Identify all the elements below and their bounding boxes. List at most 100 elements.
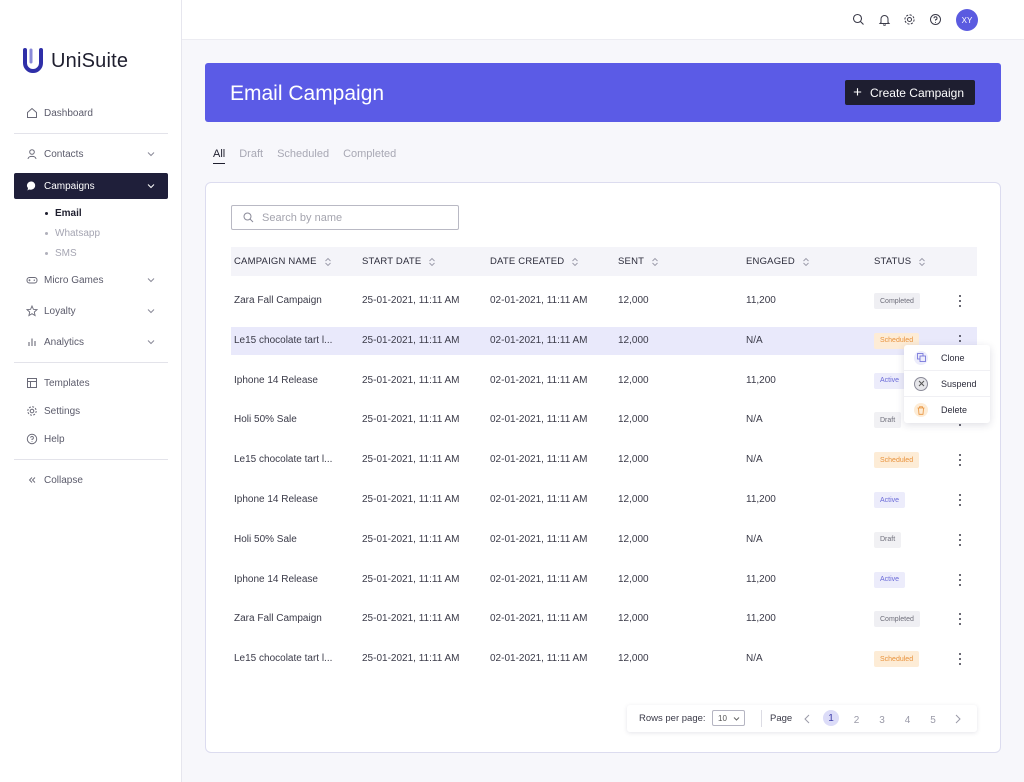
page-number-button[interactable]: 2: [853, 714, 860, 726]
table-row[interactable]: Le15 chocolate tart l... 25-01-2021, 11:1…: [231, 326, 977, 355]
column-header[interactable]: START DATE: [362, 256, 436, 267]
sidebar-item-contacts[interactable]: Contacts: [14, 141, 168, 167]
rows-per-page-label: Rows per page:: [639, 713, 706, 724]
chevron-down-icon: [147, 278, 155, 283]
menu-item-clone[interactable]: Clone: [904, 345, 990, 371]
chevron-left-icon[interactable]: [803, 714, 811, 724]
sort-icon[interactable]: [324, 257, 332, 267]
table-row[interactable]: Zara Fall Campaign 25-01-2021, 11:11 AM 02…: [231, 605, 977, 633]
sidebar-item-dashboard[interactable]: Dashboard: [14, 100, 168, 126]
sidebar-item-templates[interactable]: Templates: [14, 370, 168, 396]
page-header-banner: Email Campaign + Create Campaign: [205, 63, 1001, 122]
more-options-icon[interactable]: [954, 453, 966, 467]
table-row[interactable]: Le15 chocolate tart l... 25-01-2021, 11:1…: [231, 446, 977, 474]
sidebar-subitem-label: Email: [55, 207, 82, 219]
cell-name: Zara Fall Campaign: [234, 613, 322, 625]
column-header-label: START DATE: [362, 256, 422, 267]
sidebar-item-settings[interactable]: Settings: [14, 398, 168, 424]
more-options-icon[interactable]: [954, 652, 966, 666]
table-row[interactable]: Holi 50% Sale 25-01-2021, 11:11 AM 02-01-2…: [231, 406, 977, 434]
pagination: Rows per page: 10 Page 1 2 3 4 5: [627, 705, 977, 732]
sidebar-subitem-whatsapp[interactable]: Whatsapp: [14, 223, 168, 243]
cell-engaged: N/A: [746, 334, 763, 346]
gear-icon: [26, 405, 38, 417]
column-header[interactable]: STATUS: [874, 256, 926, 267]
sidebar-item-micro-games[interactable]: Micro Games: [14, 267, 168, 293]
cell-sent: 12,000: [618, 334, 649, 346]
column-header[interactable]: SENT: [618, 256, 659, 267]
sidebar-item-loyalty[interactable]: Loyalty: [14, 298, 168, 324]
sidebar-item-analytics[interactable]: Analytics: [14, 329, 168, 355]
cell-start: 25-01-2021, 11:11 AM: [362, 414, 460, 426]
rows-per-page-select[interactable]: 10: [712, 710, 745, 726]
more-options-icon[interactable]: [954, 493, 966, 507]
help-icon[interactable]: [929, 13, 942, 26]
status-badge: Draft: [874, 412, 902, 429]
more-options-icon[interactable]: [954, 573, 966, 587]
sort-icon[interactable]: [802, 257, 810, 267]
status-badge: Completed: [874, 293, 920, 309]
collapse-sidebar-button[interactable]: Collapse: [14, 467, 168, 493]
page-title: Email Campaign: [230, 82, 385, 105]
table-row[interactable]: Holi 50% Sale 25-01-2021, 11:11 AM 02-01-2…: [231, 526, 977, 554]
table-row[interactable]: Iphone 14 Release 25-01-2021, 11:11 AM 02-…: [231, 367, 977, 395]
more-options-icon[interactable]: [954, 294, 966, 308]
gear-icon[interactable]: [903, 13, 916, 26]
divider: [761, 710, 762, 727]
page-number-button[interactable]: 5: [930, 714, 936, 726]
home-icon: [26, 107, 38, 119]
sort-icon[interactable]: [571, 257, 579, 267]
column-header[interactable]: ENGAGED: [746, 256, 810, 267]
double-chevron-left-icon: [26, 474, 38, 486]
table-row[interactable]: Iphone 14 Release 25-01-2021, 11:11 AM 02-…: [231, 566, 977, 594]
sidebar-item-help[interactable]: Help: [14, 426, 168, 452]
menu-item-label: Suspend: [941, 378, 977, 389]
page-number-button[interactable]: 1: [823, 710, 839, 726]
tab-completed[interactable]: Completed: [343, 148, 397, 160]
sidebar-item-campaigns[interactable]: Campaigns: [14, 173, 168, 199]
copy-icon: [914, 350, 928, 365]
status-badge: Scheduled: [874, 332, 920, 349]
tab-scheduled[interactable]: Scheduled: [277, 148, 330, 160]
search-input[interactable]: [262, 211, 452, 224]
table-row[interactable]: Iphone 14 Release 25-01-2021, 11:11 AM 02-…: [231, 486, 977, 514]
chevron-down-icon: [147, 184, 155, 189]
sort-icon[interactable]: [651, 257, 659, 267]
search-icon[interactable]: [852, 13, 865, 26]
page-label: Page: [770, 713, 793, 724]
table-row[interactable]: Zara Fall Campaign 25-01-2021, 11:11 AM 02…: [231, 287, 977, 315]
sort-icon[interactable]: [918, 257, 926, 267]
menu-item-delete[interactable]: Delete: [904, 397, 990, 423]
cell-name: Iphone 14 Release: [234, 494, 318, 505]
chevron-down-icon: [147, 309, 155, 314]
sidebar-subitem-sms[interactable]: SMS: [14, 243, 168, 263]
cell-created: 02-01-2021, 11:11 AM: [490, 533, 588, 545]
more-options-icon[interactable]: [954, 533, 966, 547]
user-avatar[interactable]: XY: [956, 9, 978, 31]
cell-sent: 12,000: [618, 494, 649, 505]
sidebar: UniSuite Dashboard Contacts Campaigns Em…: [0, 0, 182, 782]
column-header[interactable]: CAMPAIGN NAME: [234, 256, 332, 267]
cell-start: 25-01-2021, 11:11 AM: [362, 334, 460, 346]
cell-start: 25-01-2021, 11:11 AM: [362, 573, 460, 585]
logo[interactable]: UniSuite: [22, 48, 128, 74]
sidebar-subitem-email[interactable]: Email: [14, 203, 168, 223]
unisuite-logo-icon: [23, 48, 43, 73]
cell-created: 02-01-2021, 11:11 AM: [490, 334, 588, 346]
table-row[interactable]: Le15 chocolate tart l... 25-01-2021, 11:1…: [231, 645, 977, 673]
cell-created: 02-01-2021, 11:11 AM: [490, 494, 588, 505]
page-number-button[interactable]: 4: [904, 714, 911, 726]
chevron-right-icon[interactable]: [954, 714, 962, 724]
tab-all[interactable]: All: [213, 148, 226, 164]
sort-icon[interactable]: [428, 257, 436, 267]
more-options-icon[interactable]: [954, 612, 966, 626]
menu-item-suspend[interactable]: Suspend: [904, 371, 990, 397]
bell-icon[interactable]: [878, 13, 891, 26]
bar-chart-icon: [26, 336, 38, 348]
sidebar-item-label: Contacts: [44, 148, 84, 160]
tab-draft[interactable]: Draft: [239, 148, 264, 160]
page-number-button[interactable]: 3: [879, 714, 885, 726]
create-campaign-button[interactable]: + Create Campaign: [845, 80, 975, 105]
column-header[interactable]: DATE CREATED: [490, 256, 579, 267]
cell-sent: 12,000: [618, 533, 649, 545]
